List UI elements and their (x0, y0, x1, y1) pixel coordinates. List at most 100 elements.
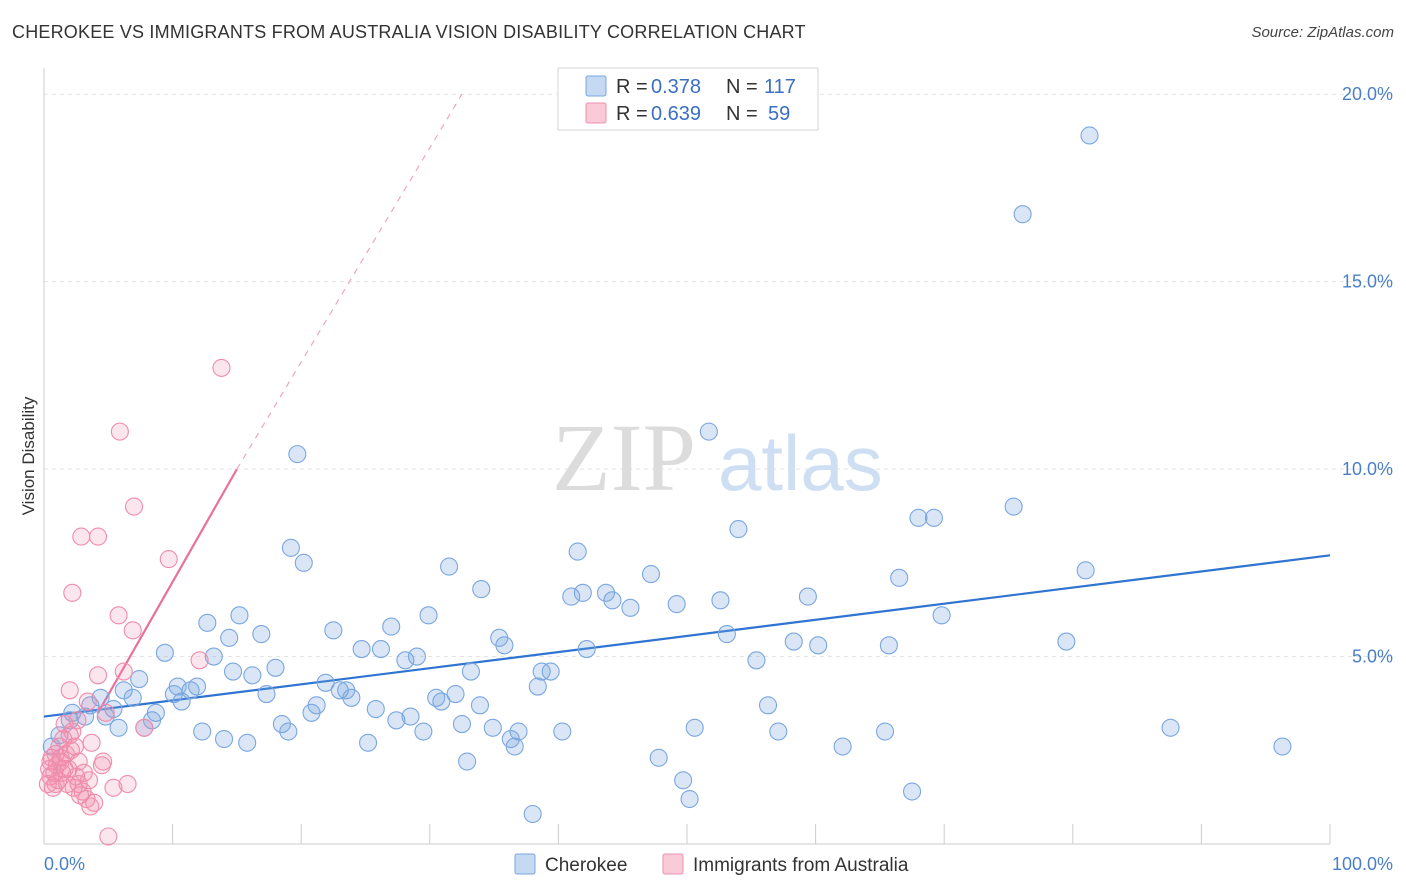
cherokee-point-108 (1004, 497, 1023, 516)
legend-n-value-australia: 59 (768, 103, 790, 125)
australia-point-35 (96, 703, 115, 722)
australia-point-43 (135, 718, 154, 737)
trend-lines (43, 93, 1331, 718)
australia-point-32 (85, 793, 104, 812)
cherokee-point-101 (875, 722, 895, 741)
cherokee-point-106 (924, 508, 943, 527)
cherokee-point-91 (711, 591, 730, 610)
australia-point-19 (63, 722, 82, 741)
cherokee-point-72 (523, 804, 542, 824)
cherokee-point-10 (114, 681, 133, 700)
cherokee-point-80 (577, 640, 596, 659)
cherokee-point-60 (446, 684, 465, 704)
cherokee-point-27 (223, 662, 243, 681)
cherokee-point-61 (452, 714, 472, 734)
cherokee-point-30 (243, 666, 262, 685)
australia-point-54 (46, 774, 65, 794)
cherokee-point-81 (596, 583, 616, 602)
legend-swatch-cherokee (585, 75, 607, 97)
cherokee-point-82 (603, 591, 622, 610)
australia-point-31 (82, 733, 101, 752)
cherokee-point-110 (1057, 632, 1076, 651)
legend-n-label-australia: N = (726, 103, 758, 125)
cherokee-point-35 (279, 722, 298, 741)
cherokee-point-16 (155, 643, 174, 662)
top-legend: R = 0.378 N = 117 R = 0.639 N = 59 (557, 67, 819, 131)
bottom-legend: Cherokee Immigrants from Australia (514, 853, 909, 876)
cherokee-point-25 (214, 729, 234, 749)
cherokee-point-38 (294, 553, 313, 572)
legend-r-label-cherokee: R = (616, 76, 648, 98)
bottom-legend-swatch-australia (662, 853, 684, 875)
australia-point-50 (88, 527, 108, 546)
australia-point-38 (109, 606, 128, 625)
cherokee-point-46 (352, 640, 371, 659)
cherokee-point-34 (272, 714, 291, 734)
bottom-legend-label-cherokee: Cherokee (545, 855, 627, 876)
cherokee-point-103 (890, 568, 909, 587)
cherokee-point-33 (266, 658, 285, 677)
australia-point-49 (72, 527, 91, 546)
cherokee-point-52 (396, 651, 415, 670)
cherokee-point-51 (387, 711, 406, 730)
cherokee-point-113 (1161, 718, 1180, 737)
bottom-legend-swatch-cherokee (514, 853, 536, 875)
australia-point-48 (63, 583, 82, 602)
y-axis-label: Vision Disability (19, 396, 38, 515)
cherokee-point-63 (461, 662, 481, 681)
legend-swatch-australia (585, 102, 607, 124)
australia-point-46 (212, 358, 231, 377)
cherokee-point-53 (401, 707, 420, 726)
cherokee-point-86 (667, 595, 686, 614)
australia-point-58 (94, 752, 113, 771)
cherokee-point-85 (649, 748, 668, 767)
legend-r-value-cherokee: 0.378 (651, 76, 701, 98)
cherokee-point-54 (407, 647, 426, 666)
x-tick-label-0: 0.0% (44, 854, 85, 874)
cherokee-point-99 (809, 636, 828, 655)
cherokee-point-41 (316, 673, 335, 692)
bottom-legend-label-australia: Immigrants from Australia (693, 855, 909, 876)
australia-point-57 (41, 752, 60, 771)
cherokee-point-76 (553, 722, 572, 741)
cherokee-point-22 (193, 722, 212, 741)
cherokee-point-58 (432, 692, 451, 711)
cherokee-point-89 (685, 718, 704, 737)
cherokee-point-104 (902, 782, 922, 801)
cherokee-point-93 (729, 520, 748, 539)
cherokee-point-75 (541, 662, 560, 681)
cherokee-point-78 (568, 542, 587, 561)
watermark-atlas: atlas (718, 419, 883, 507)
cherokee-point-15 (146, 703, 165, 722)
australia-point-53 (55, 759, 74, 779)
legend-n-label-cherokee: N = (726, 76, 758, 98)
trend-line-australia (97, 468, 238, 714)
cherokee-point-102 (879, 636, 898, 655)
cherokee-point-70 (505, 737, 524, 756)
cherokee-point-71 (509, 722, 528, 741)
watermark: ZIP atlas (552, 404, 883, 511)
australia-point-36 (99, 827, 118, 846)
cherokee-point-105 (909, 508, 928, 527)
y-tick-label-20: 20.0% (1342, 84, 1393, 104)
legend-r-label-australia: R = (616, 103, 648, 125)
australia-point-56 (69, 774, 88, 794)
australia-point-23 (68, 711, 87, 730)
cherokee-point-21 (187, 677, 207, 696)
cherokee-point-7 (96, 707, 115, 726)
cherokee-point-31 (252, 625, 271, 644)
cherokee-point-112 (1080, 126, 1099, 145)
trend-line-australia-extension (236, 93, 463, 470)
cherokee-point-96 (769, 722, 788, 741)
cherokee-point-28 (230, 606, 249, 625)
cherokee-point-95 (758, 696, 778, 715)
chart-title: CHEROKEE VS IMMIGRANTS FROM AUSTRALIA VI… (12, 22, 806, 42)
australia-point-37 (104, 778, 123, 797)
cherokee-point-12 (130, 670, 149, 689)
cherokee-point-56 (419, 606, 438, 625)
australia-point-44 (159, 550, 178, 569)
cherokee-point-42 (324, 621, 343, 640)
trend-line-cherokee (43, 554, 1331, 718)
cherokee-point-62 (458, 752, 477, 771)
